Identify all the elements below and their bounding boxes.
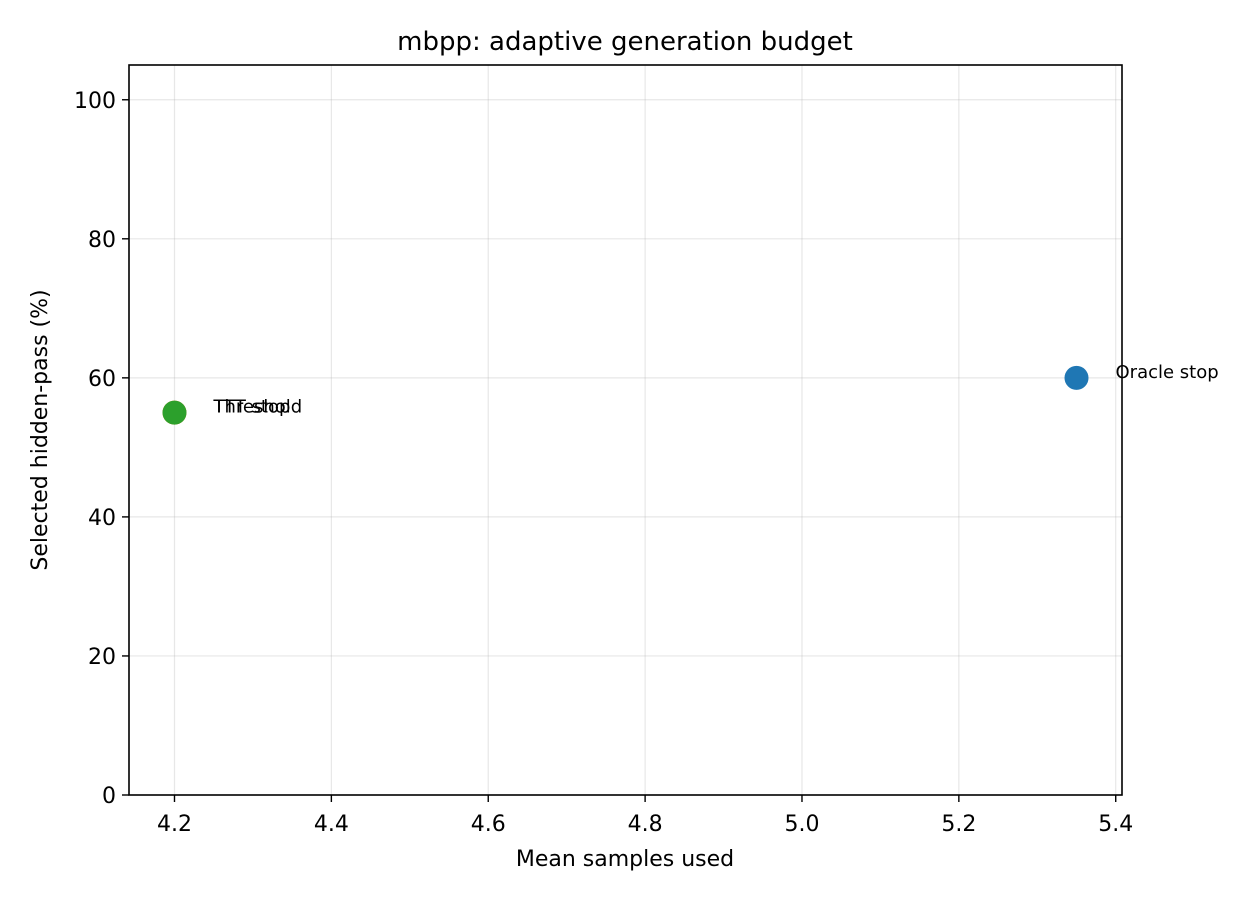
data-point-label: Threshold bbox=[212, 397, 302, 418]
y-tick-label: 0 bbox=[102, 784, 116, 809]
x-tick-label: 5.2 bbox=[941, 812, 976, 837]
y-tick-label: 60 bbox=[88, 367, 116, 392]
data-point-label: Oracle stop bbox=[1116, 362, 1219, 383]
data-point-label: TTT stop bbox=[212, 397, 290, 418]
y-tick-label: 80 bbox=[88, 228, 116, 253]
y-tick-label: 20 bbox=[88, 645, 116, 670]
y-axis-ticks: 0 20 40 60 80 100 bbox=[74, 89, 129, 809]
y-axis-label: Selected hidden-pass (%) bbox=[28, 289, 53, 570]
x-tick-label: 4.4 bbox=[314, 812, 349, 837]
x-axis-ticks: 4.2 4.4 4.6 4.8 5.0 5.2 5.4 bbox=[157, 795, 1133, 837]
x-tick-label: 4.2 bbox=[157, 812, 192, 837]
y-tick-label: 100 bbox=[74, 89, 116, 114]
x-tick-label: 4.8 bbox=[628, 812, 663, 837]
x-axis-label: Mean samples used bbox=[516, 847, 734, 872]
x-tick-label: 4.6 bbox=[471, 812, 506, 837]
data-point bbox=[162, 400, 187, 425]
y-tick-label: 40 bbox=[88, 506, 116, 531]
chart-title: mbpp: adaptive generation budget bbox=[397, 27, 853, 57]
grid-lines bbox=[129, 65, 1122, 796]
x-tick-label: 5.0 bbox=[784, 812, 819, 837]
data-point bbox=[1064, 365, 1089, 390]
plot-frame bbox=[128, 64, 1123, 796]
x-tick-label: 5.4 bbox=[1098, 812, 1133, 837]
